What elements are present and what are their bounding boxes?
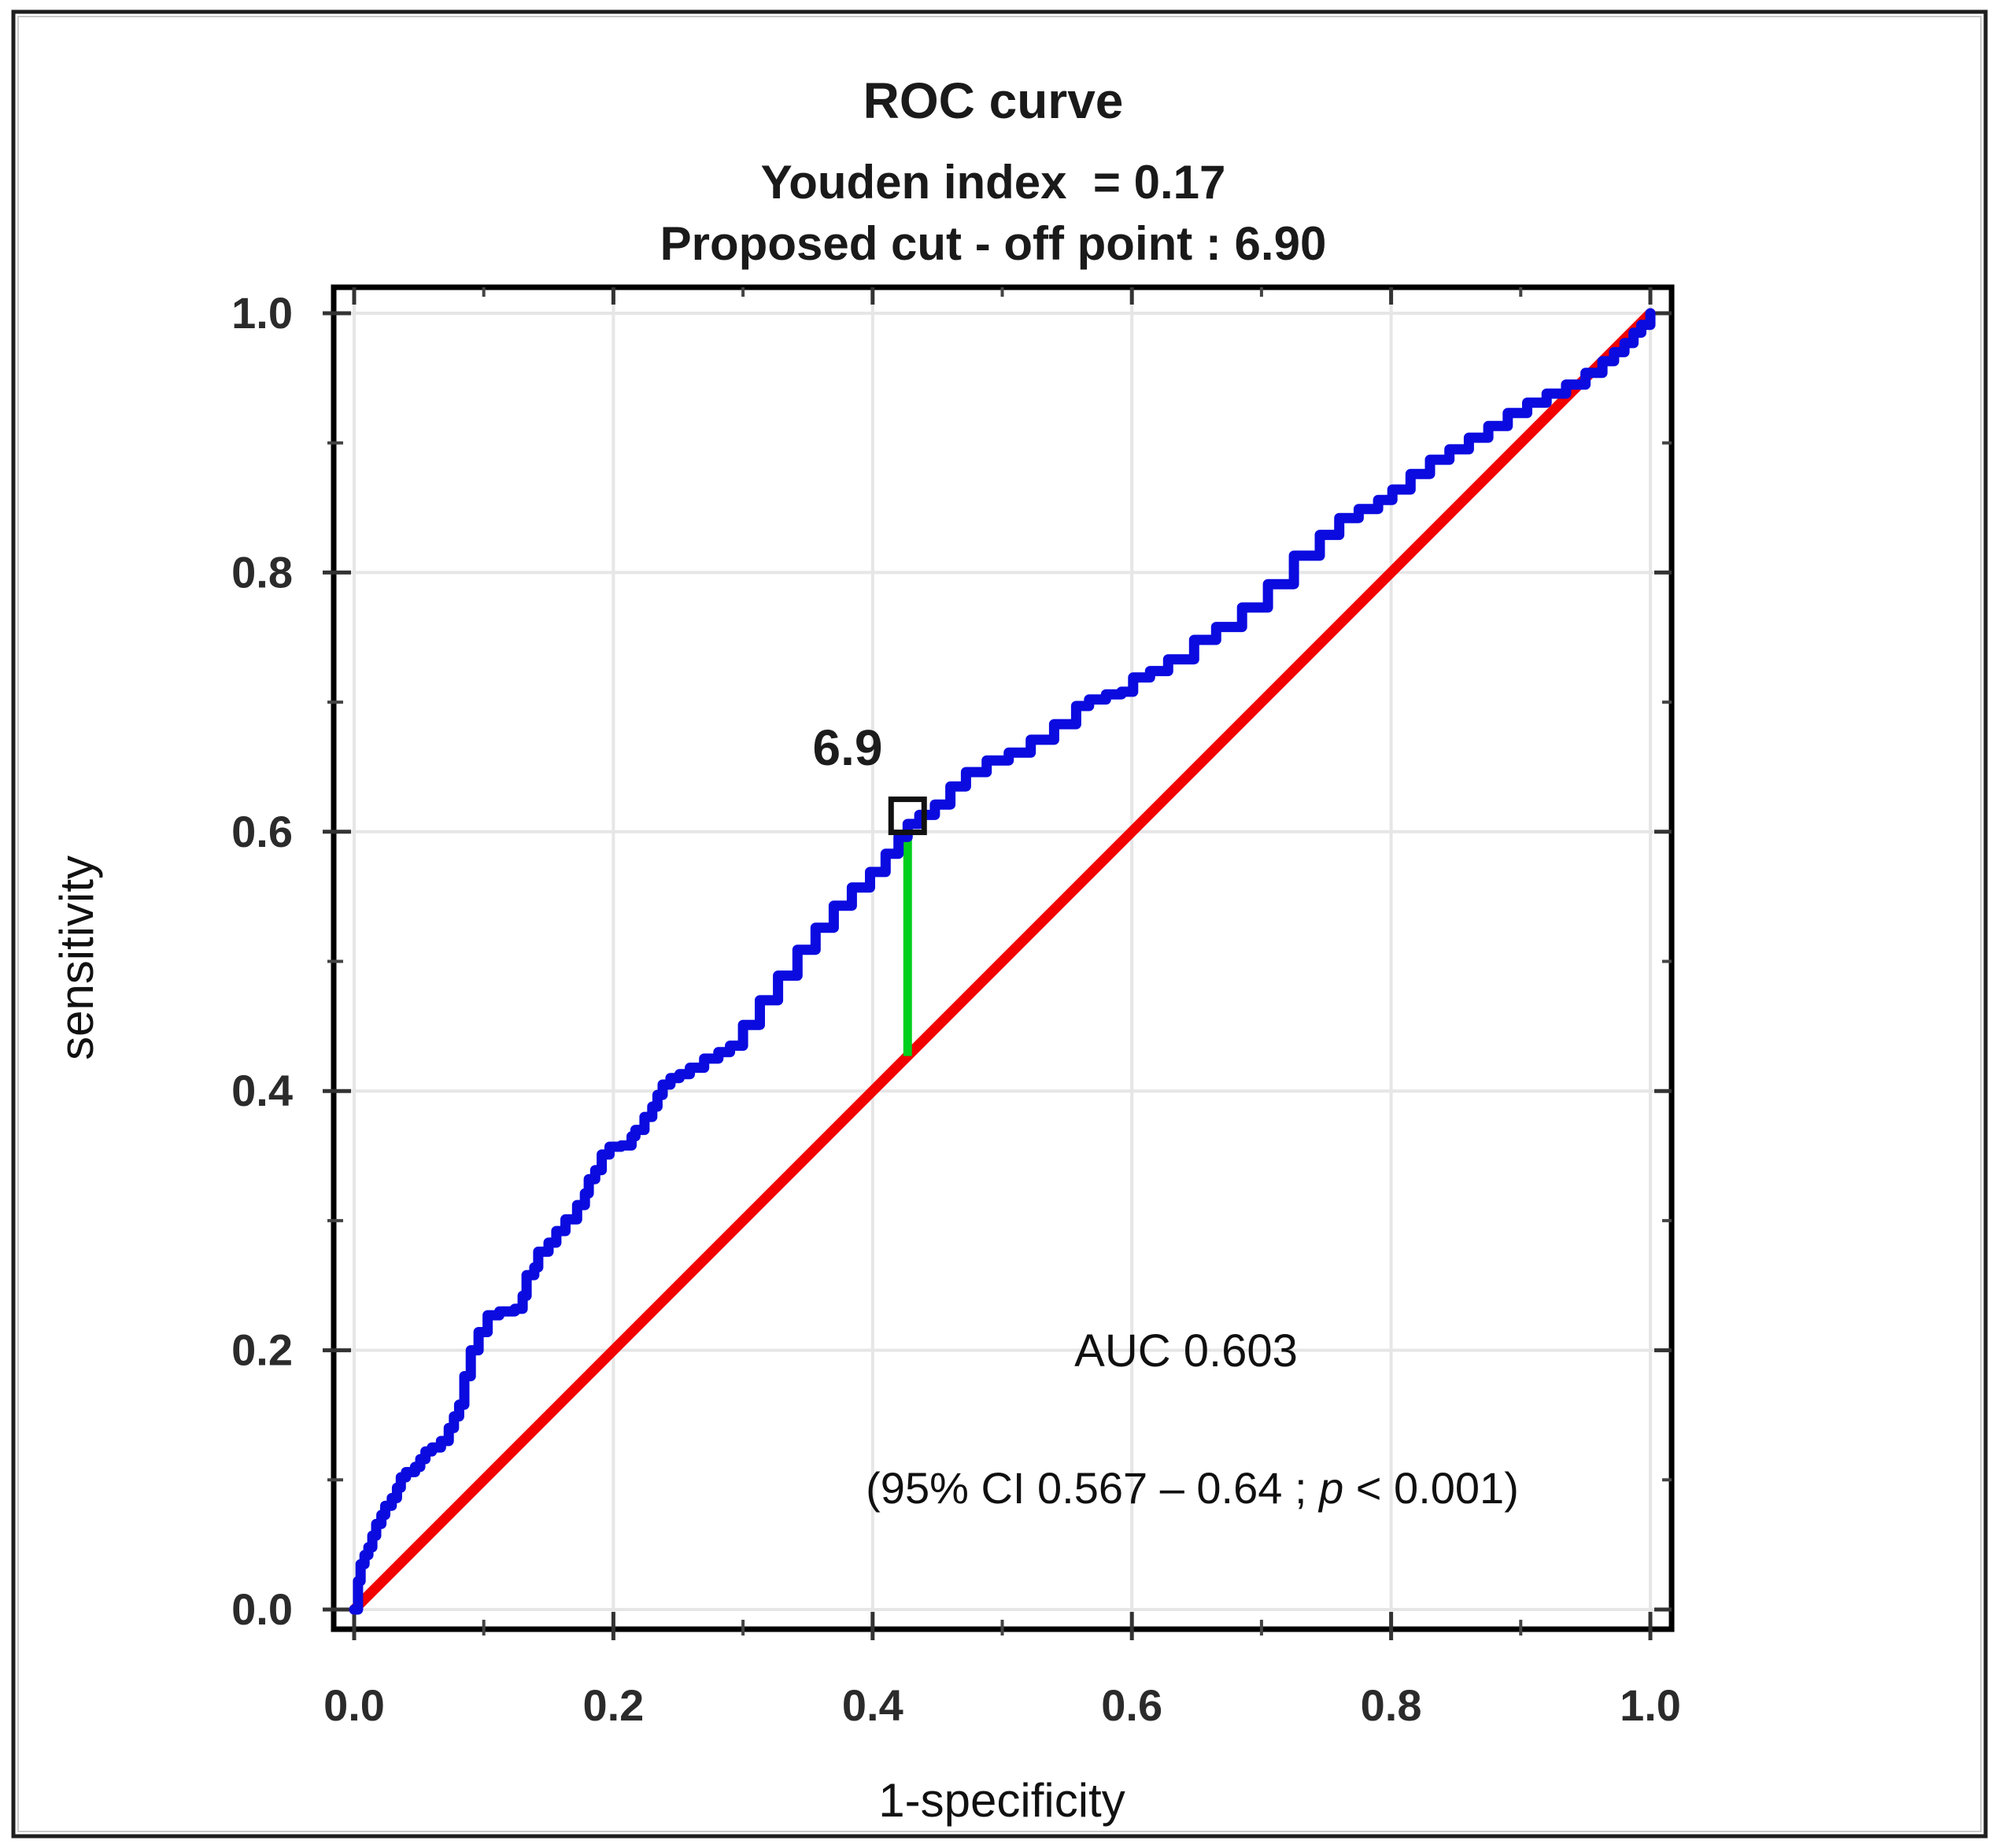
x-tick-label: 0.2 <box>582 1680 644 1730</box>
outer-frame <box>11 9 1988 1839</box>
chart-title: ROC curve <box>863 72 1124 129</box>
reference-diagonal-line <box>349 308 1656 1615</box>
x-axis-tick-labels: 0.0 0.2 0.4 0.6 0.8 1.0 <box>323 1680 1681 1730</box>
ci-annotation-suffix: < 0.001) <box>1343 1463 1519 1513</box>
x-axis-title: 1-specificity <box>878 1774 1125 1827</box>
ci-annotation-prefix: (95% CI 0.567 – 0.64 ; <box>866 1463 1319 1513</box>
roc-curve-line <box>349 308 1656 1615</box>
x-tick-label: 0.4 <box>842 1680 903 1730</box>
minor-ticks <box>327 287 1672 1635</box>
y-tick-label: 0.2 <box>231 1325 293 1375</box>
gridlines <box>334 287 1672 1629</box>
cutoff-point-marker <box>888 796 927 836</box>
chart-subtitle-youden: Youden index = 0.17 <box>761 156 1226 209</box>
x-tick-label: 0.0 <box>323 1680 385 1730</box>
ci-annotation-p: p <box>1317 1463 1343 1513</box>
chart-subtitle-cutoff: Proposed cut - off point : 6.90 <box>660 217 1327 270</box>
y-tick-label: 0.0 <box>231 1584 293 1634</box>
ci-annotation: (95% CI 0.567 – 0.64 ; p < 0.001) <box>866 1463 1519 1513</box>
y-tick-label: 0.8 <box>231 547 293 597</box>
y-tick-label: 1.0 <box>231 288 293 338</box>
x-tick-label: 0.8 <box>1361 1680 1422 1730</box>
x-tick-label: 0.6 <box>1101 1680 1162 1730</box>
plot-area <box>323 284 1675 1640</box>
x-tick-label: 1.0 <box>1620 1680 1681 1730</box>
major-ticks <box>323 287 1672 1640</box>
y-tick-label: 0.6 <box>231 807 293 856</box>
auc-annotation: AUC 0.603 <box>1074 1325 1298 1377</box>
y-tick-label: 0.4 <box>231 1066 293 1115</box>
outer-frame-inner-highlight <box>17 16 1982 1832</box>
y-axis-title: sensitivity <box>50 856 103 1060</box>
y-axis-tick-labels: 0.0 0.2 0.4 0.6 0.8 1.0 <box>231 288 293 1634</box>
cutoff-value-label: 6.9 <box>813 719 883 776</box>
